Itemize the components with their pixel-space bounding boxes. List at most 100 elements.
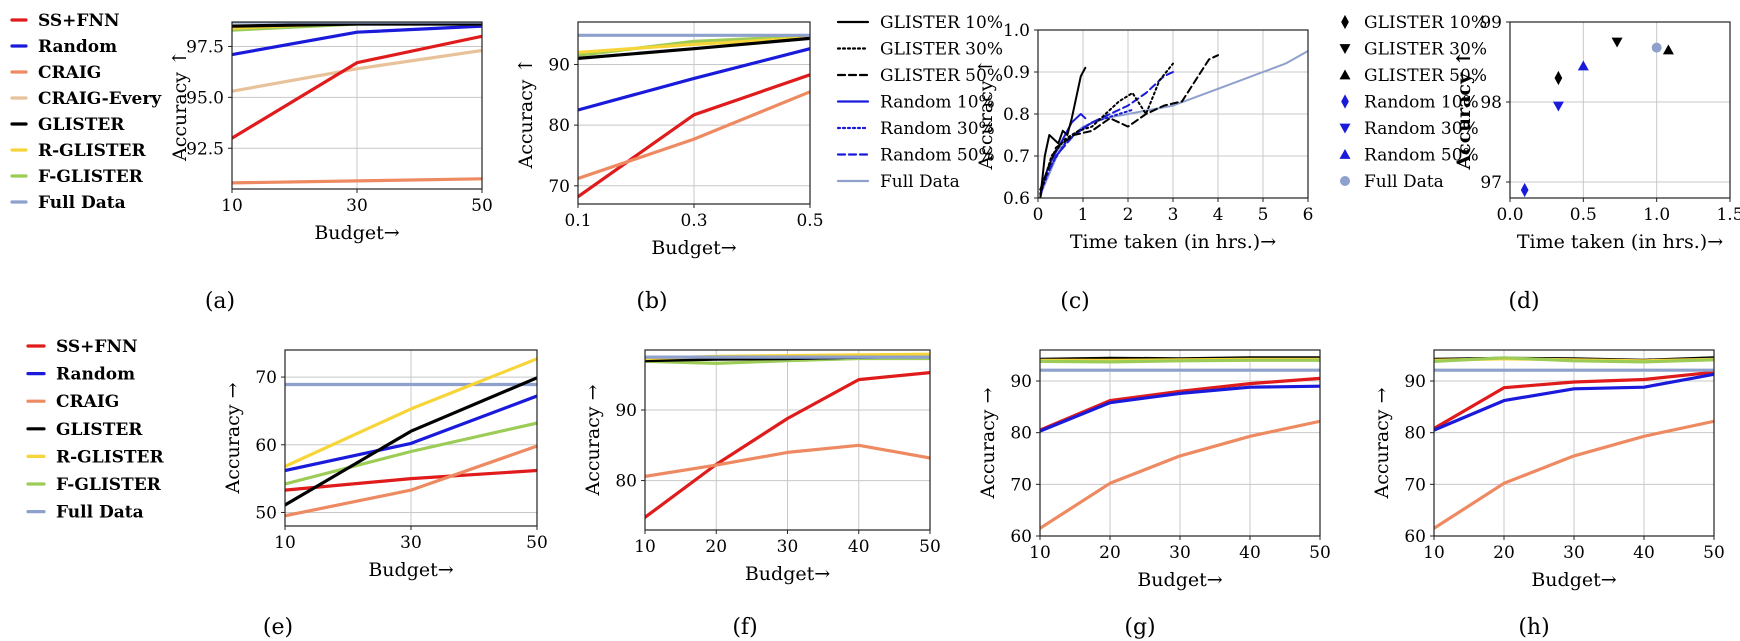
chart-panel-1: 10 30 50 92.5 95.0 97.5 Budget→ Accuracy ↑ (a): [169, 21, 493, 314]
series-line-full-data: [1041, 50, 1308, 191]
series-line-random: [578, 47, 810, 112]
series-line-ss-fnn: [578, 73, 810, 199]
y-tick-label: 97: [1480, 173, 1502, 193]
series-group: [578, 33, 810, 199]
x-axis-label: Budget→: [314, 222, 399, 244]
series-line-ss-fnn: [285, 468, 537, 492]
data-point-random-50: [1577, 60, 1589, 71]
x-tick-label: 1.5: [1716, 205, 1740, 225]
data-point-random-30: [1552, 101, 1564, 112]
x-tick-label: 30: [777, 537, 799, 557]
series-line-f-glister: [285, 421, 537, 486]
y-axis-label: Accuracy →: [222, 382, 244, 494]
series-line-craig: [645, 443, 930, 478]
legend-marker: [1341, 14, 1349, 30]
legend-entry-glister-50: GLISTER 50%: [836, 66, 1003, 86]
legend-label: Random: [56, 365, 135, 385]
legend-marker: [1339, 123, 1351, 134]
legend-entry-random: Random: [10, 37, 117, 57]
legend-entry-full-data: Full Data: [26, 503, 144, 523]
y-tick-label: 70: [1010, 475, 1032, 495]
legend-entry-r-glister: R-GLISTER: [10, 141, 146, 161]
series-line-glister-10: [1039, 66, 1087, 198]
y-tick-label: 70: [255, 368, 277, 388]
legend-entry-glister-10: GLISTER 10%: [836, 13, 1003, 33]
panel-caption: (f): [732, 615, 757, 640]
chart-panel-3: 0 1 2 3 4 5 6 0.6 0.7 0.8 0.9 1.0 Time taken (in hrs…: [975, 21, 1313, 314]
y-tick-label: 90: [548, 55, 570, 75]
y-tick-label: 99: [1480, 13, 1502, 33]
legend-label: F-GLISTER: [56, 475, 162, 495]
legend-entry-glister: GLISTER: [10, 115, 125, 135]
chart-panel-7: 10 20 30 40 50 60 70 80 90 Budget→ Accuracy → (g): [977, 349, 1331, 640]
x-tick-label: 40: [1633, 543, 1655, 563]
x-tick-label: 40: [1239, 543, 1261, 563]
series-line-craig: [1040, 419, 1320, 530]
legend-entry-random-50: Random 50%: [1339, 146, 1479, 166]
x-tick-label: 1.0: [1643, 205, 1670, 225]
legend-entry-ss-fnn: SS+FNN: [10, 11, 120, 31]
series-line-f-glister: [1040, 358, 1320, 364]
x-tick-label: 0.5: [796, 211, 823, 231]
x-axis-label: Budget→: [651, 237, 736, 259]
y-tick-label: 97.5: [186, 37, 224, 57]
legend-marker: [1339, 44, 1351, 54]
x-tick-label: 20: [1493, 543, 1515, 563]
y-tick-label: 50: [255, 503, 277, 523]
chart-panel-4: 0.0 0.5 1.0 1.5 97 98 99 Time taken (in hrs.)→ A…: [1453, 13, 1740, 314]
data-point-glister-30: [1611, 37, 1623, 48]
legend-entry-glister: GLISTER: [26, 420, 143, 440]
panel-caption: (a): [205, 289, 235, 314]
series-line-ss-fnn: [1434, 370, 1714, 431]
legend-entry-glister-10: GLISTER 10%: [1341, 13, 1487, 33]
y-tick-label: 60: [1404, 527, 1426, 547]
y-tick-label: 60: [255, 436, 277, 456]
series-line-r-glister: [285, 357, 537, 468]
x-tick-label: 10: [1029, 543, 1051, 563]
x-tick-label: 50: [526, 533, 548, 553]
series-group: [285, 357, 537, 518]
panel-caption: (e): [263, 615, 293, 640]
legend-3: GLISTER 10% GLISTER 30% GLISTER 50% Random …: [1339, 13, 1487, 192]
y-tick-label: 1.0: [1003, 21, 1030, 41]
series-line-glister-50: [1039, 54, 1219, 191]
legend-entry-craig-every: CRAIG-Every: [10, 89, 162, 109]
series-line-glister: [578, 36, 810, 61]
legend-label: CRAIG: [56, 392, 119, 412]
x-axis-label: Budget→: [745, 563, 830, 585]
legend-label: Full Data: [880, 172, 960, 192]
chart-panel-2: 0.1 0.3 0.5 70 80 90 Budget→ Accuracy ↑ (b): [515, 21, 824, 314]
x-tick-label: 0.3: [680, 211, 707, 231]
series-line-random: [1040, 384, 1320, 433]
x-axis-label: Budget→: [1531, 569, 1616, 591]
y-tick-label: 90: [1404, 372, 1426, 392]
chart-panel-5: 10 30 50 50 60 70 Budget→ Accuracy → (e): [222, 349, 548, 640]
legend-entry-random-10: Random 10%: [836, 93, 995, 113]
legend-label: CRAIG-Every: [38, 89, 162, 109]
legend-entry-random-30: Random 30%: [1339, 119, 1479, 139]
series-line-glister-30: [1039, 62, 1174, 195]
legend-label: GLISTER 30%: [880, 40, 1003, 60]
y-tick-label: 0.9: [1003, 63, 1030, 83]
legend-entry-random-10: Random 10%: [1341, 93, 1479, 113]
legend-label: CRAIG: [38, 63, 101, 83]
legend-label: SS+FNN: [38, 11, 120, 31]
x-axis-label: Time taken (in hrs.)→: [1517, 231, 1723, 253]
y-tick-label: 95.0: [186, 88, 224, 108]
legend-2: GLISTER 10% GLISTER 30% GLISTER 50% Random …: [836, 13, 1003, 192]
plot-frame: [1509, 21, 1731, 199]
series-line-random: [232, 24, 482, 57]
data-point-glister-50: [1662, 44, 1674, 55]
chart-panel-8: 10 20 30 40 50 60 70 80 90 Budget→ Accuracy → (h): [1371, 349, 1725, 640]
series-line-f-glister: [1434, 356, 1714, 364]
series-line-craig: [578, 90, 810, 181]
x-tick-label: 50: [1309, 543, 1331, 563]
legend-entry-glister-30: GLISTER 30%: [836, 40, 1003, 60]
data-point-full-data: [1651, 42, 1662, 53]
legend-entry-glister-30: GLISTER 30%: [1339, 40, 1487, 60]
legend-label: R-GLISTER: [56, 447, 164, 467]
y-tick-label: 90: [615, 401, 637, 421]
x-tick-label: 3: [1168, 205, 1179, 225]
legend-label: GLISTER 10%: [880, 13, 1003, 33]
legend-label: Random 10%: [880, 93, 995, 113]
